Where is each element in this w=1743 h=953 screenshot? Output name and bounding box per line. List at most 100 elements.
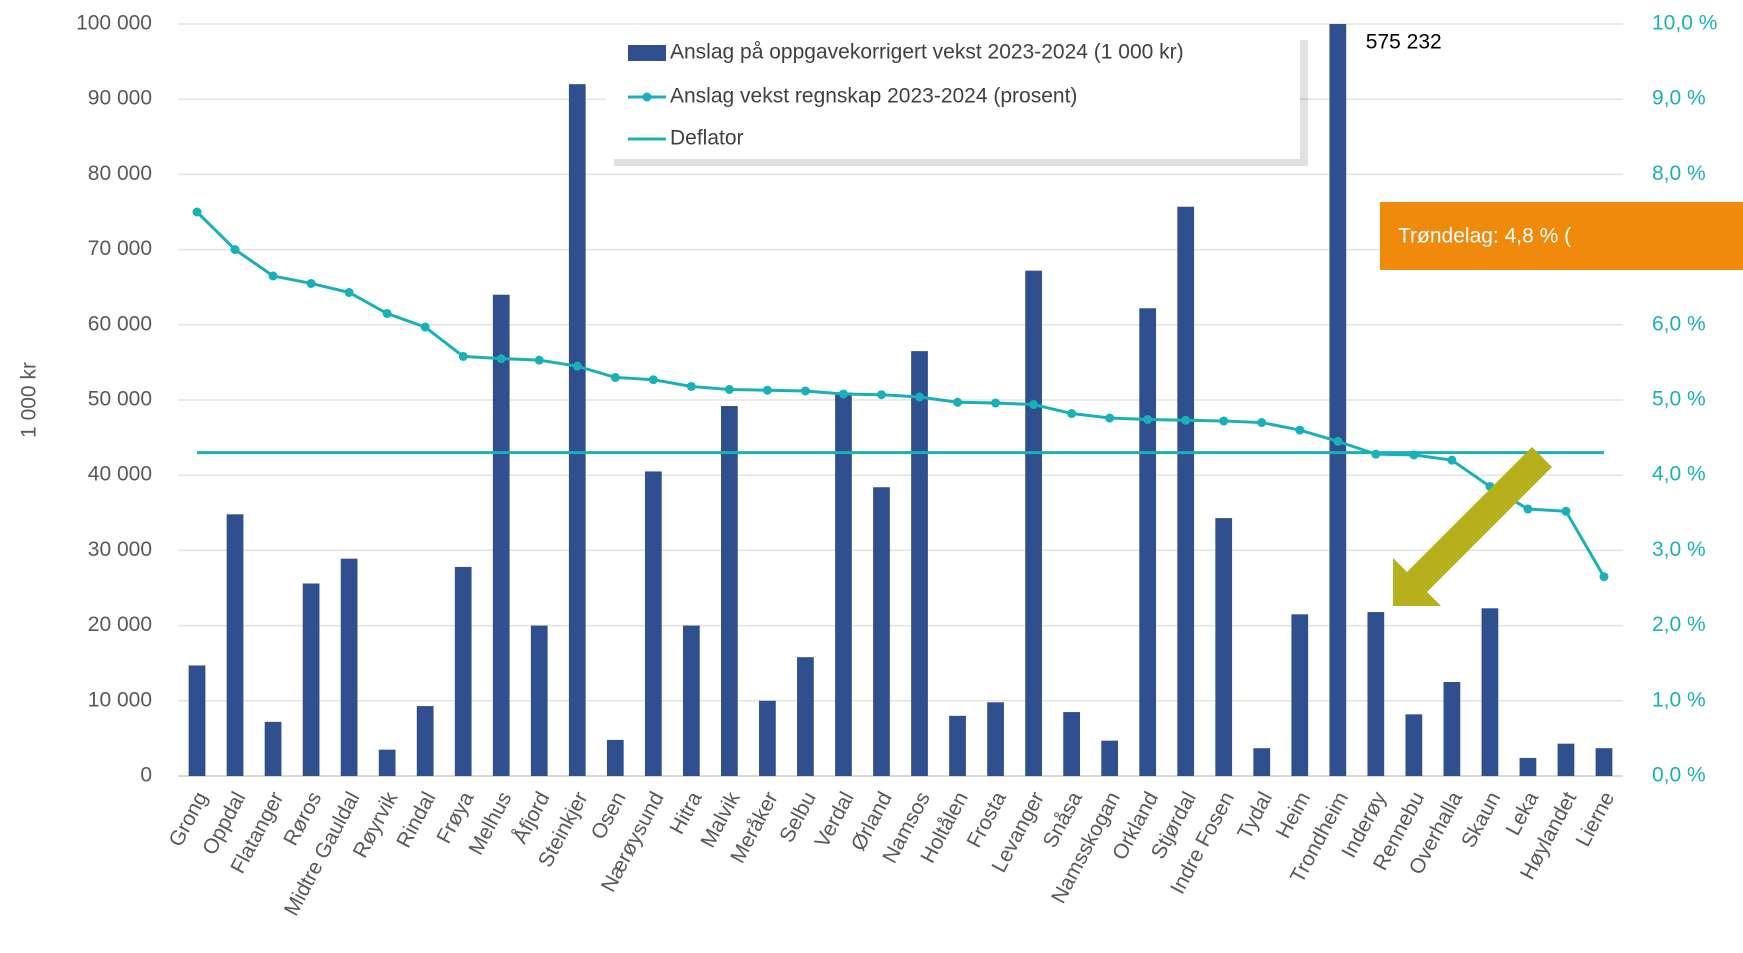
legend-box	[606, 33, 1300, 159]
bar	[949, 715, 966, 776]
bar	[721, 406, 738, 776]
data-label: 575 232	[1366, 31, 1442, 54]
bar	[1595, 748, 1613, 776]
line-marker	[686, 381, 696, 391]
bar	[1481, 608, 1499, 776]
annotation: Trøndelag: 4,8 % (	[1398, 225, 1571, 248]
bar	[1367, 612, 1385, 776]
bar	[1253, 748, 1271, 776]
line-marker	[458, 351, 468, 361]
bar	[1215, 518, 1233, 776]
annotation-box	[1380, 202, 1743, 270]
bar	[1139, 308, 1157, 776]
bar	[1101, 740, 1119, 776]
bar	[226, 514, 244, 776]
bar	[759, 700, 776, 776]
y2-tick-label: 1,0 %	[1652, 688, 1706, 711]
y-tick-label: 60 000	[88, 312, 152, 335]
arrow	[1393, 438, 1552, 606]
x-tick-label: Tydal	[1233, 788, 1277, 843]
bar	[682, 625, 700, 776]
y2-tick-label: 6,0 %	[1652, 312, 1706, 335]
bar	[644, 471, 662, 776]
line-marker	[382, 309, 392, 319]
y2-tick-label: 5,0 %	[1652, 388, 1706, 411]
legend-swatch	[642, 92, 652, 102]
line-marker	[306, 278, 316, 288]
line-marker	[230, 245, 240, 255]
line-marker	[1181, 415, 1191, 425]
y2-tick-label: 8,0 %	[1652, 162, 1706, 185]
legend-swatch	[628, 45, 666, 61]
bar	[1291, 614, 1309, 776]
line-marker	[1219, 416, 1229, 426]
bar	[1025, 270, 1042, 776]
line-marker	[724, 384, 734, 394]
y-tick-label: 30 000	[88, 538, 152, 561]
y2-tick-label: 9,0 %	[1652, 87, 1706, 110]
line-marker	[534, 355, 544, 365]
bar	[797, 657, 814, 776]
y-tick-label: 0	[140, 764, 152, 787]
y2-tick-label: 0,0 %	[1652, 764, 1706, 787]
bar	[835, 392, 852, 776]
x-tick-label: Midtre Gauldal	[280, 788, 364, 919]
line-marker	[344, 287, 354, 297]
line-marker	[496, 354, 506, 364]
bar	[1405, 714, 1423, 776]
y2-tick-label: 4,0 %	[1652, 463, 1706, 486]
line-marker	[953, 397, 963, 407]
line-marker	[838, 389, 848, 399]
bar	[188, 665, 206, 776]
y-tick-label: 50 000	[88, 388, 152, 411]
line-marker	[610, 372, 620, 382]
bar	[416, 706, 434, 776]
y-tick-label: 40 000	[88, 463, 152, 486]
line-marker	[1257, 418, 1267, 428]
y-tick-label: 20 000	[88, 613, 152, 636]
bar	[340, 558, 358, 776]
line-marker	[800, 386, 810, 396]
y2-tick-label: 10,0 %	[1652, 12, 1717, 35]
bar	[606, 739, 624, 776]
line-marker	[915, 392, 925, 402]
legend: Anslag på oppgavekorrigert vekst 2023-20…	[606, 33, 1308, 166]
legend-label: Deflator	[670, 127, 744, 150]
bar	[1443, 682, 1461, 776]
y-tick-label: 80 000	[88, 162, 152, 185]
line-marker	[1067, 409, 1077, 419]
legend-label: Anslag på oppgavekorrigert vekst 2023-20…	[670, 41, 1184, 64]
line-marker	[1105, 413, 1115, 423]
lines	[192, 207, 1609, 582]
y-tick-label: 100 000	[76, 12, 152, 35]
x-tick-label: Hitra	[666, 788, 707, 838]
line-marker	[1295, 425, 1305, 435]
line-marker	[1523, 504, 1533, 514]
line-marker	[1371, 449, 1381, 459]
y2-tick-label: 3,0 %	[1652, 538, 1706, 561]
bar	[454, 566, 472, 776]
bar	[492, 294, 510, 776]
bar	[873, 487, 890, 776]
bar	[1329, 24, 1347, 776]
bar	[987, 702, 1004, 776]
line-marker	[1561, 506, 1571, 516]
line-marker	[1029, 400, 1039, 410]
line-marker	[1143, 415, 1153, 425]
bar	[1557, 743, 1575, 776]
bar	[302, 583, 320, 776]
line-marker	[268, 271, 278, 281]
line-marker	[876, 390, 886, 400]
y-tick-label: 90 000	[88, 87, 152, 110]
y2-tick-label: 2,0 %	[1652, 613, 1706, 636]
line-marker	[192, 207, 202, 217]
y-axis-label: 1 000 kr	[18, 362, 41, 438]
line-marker	[572, 361, 582, 371]
bar	[378, 749, 396, 776]
legend-label: Anslag vekst regnskap 2023-2024 (prosent…	[670, 85, 1077, 108]
line-marker	[1599, 572, 1609, 582]
line-marker	[1333, 436, 1343, 446]
line-marker	[762, 385, 772, 395]
bar	[568, 84, 586, 776]
